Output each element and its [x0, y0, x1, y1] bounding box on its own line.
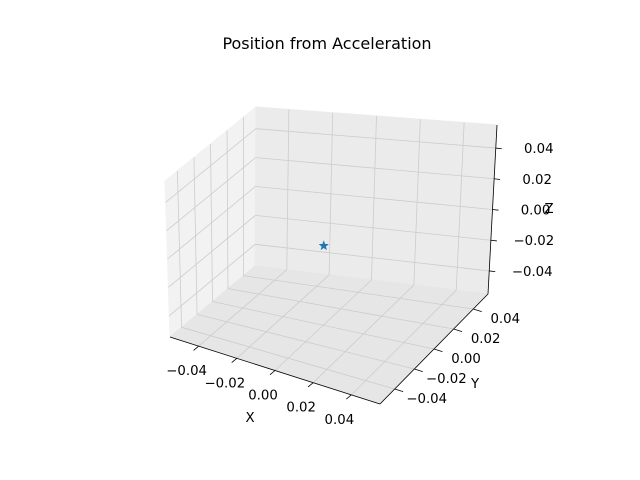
x-tick-mark	[307, 382, 314, 388]
z-tick-mark	[490, 239, 497, 242]
z-grid-line-left	[168, 215, 256, 288]
data-points	[318, 240, 329, 251]
x-tick-mark	[231, 358, 238, 363]
x-tick-label: 0.02	[286, 401, 316, 416]
x-tick-label: −0.04	[166, 364, 207, 379]
x-tick-label: 0.00	[248, 389, 278, 404]
x-tick-mark	[193, 345, 199, 351]
y-tick-label: 0.00	[451, 352, 481, 367]
z-grid-line-back	[255, 157, 495, 180]
z-tick-label: 0.04	[524, 142, 554, 157]
x-tick-label: −0.02	[204, 376, 245, 391]
z-grid-line-left	[166, 157, 256, 231]
y-tick-label: 0.02	[471, 332, 501, 347]
y-grid-line-floor	[212, 301, 435, 350]
y-grid-line-floor	[196, 314, 415, 370]
y-axis-label: Y	[470, 377, 480, 392]
z-tick-mark	[489, 270, 496, 273]
y-grid-line-floor	[227, 288, 454, 330]
y-tick-label: 0.04	[490, 312, 520, 327]
x-tick-mark	[269, 370, 276, 376]
z-grid-line-left	[167, 186, 256, 260]
z-axis-label: Z	[544, 202, 553, 217]
z-tick-labels: −0.04 −0.02 0.00 0.02 0.04	[512, 142, 554, 280]
z-grid-line-back	[255, 186, 493, 210]
z-tick-label: 0.00	[521, 204, 551, 219]
z-tick-mark	[494, 178, 501, 180]
chart-title: Position from Acceleration	[222, 34, 431, 53]
z-tick-label: 0.02	[522, 173, 552, 188]
z-grid-line-left	[169, 244, 256, 317]
y-tick-mark	[433, 348, 443, 353]
y-grid-line-floor	[243, 275, 474, 310]
z-tick-mark	[495, 147, 502, 150]
y-tick-labels: −0.04 −0.02 0.00 0.02 0.04	[406, 312, 520, 407]
data-point-star	[318, 240, 329, 251]
x-tick-labels: −0.04−0.020.00 0.02 0.04	[166, 364, 354, 428]
grid-lines	[165, 109, 496, 396]
tick-marks	[193, 147, 502, 400]
y-tick-mark	[453, 328, 463, 333]
z-grid-line-back	[255, 215, 491, 241]
z-tick-mark	[492, 209, 499, 211]
x-tick-label: 0.04	[325, 413, 355, 428]
z-grid-line-back	[255, 128, 496, 149]
y-tick-mark	[473, 308, 482, 313]
y-tick-label: −0.04	[406, 392, 447, 407]
y-tick-mark	[394, 388, 404, 393]
z-tick-label: −0.02	[513, 234, 554, 249]
z-tick-label: −0.04	[512, 265, 553, 280]
x-axis-label: X	[245, 411, 254, 426]
y-grid-line-floor	[181, 326, 395, 390]
z-grid-line-back	[255, 243, 490, 272]
y-tick-label: −0.02	[426, 372, 467, 387]
y-tick-mark	[414, 368, 423, 373]
x-tick-mark	[346, 394, 352, 400]
z-grid-line-left	[165, 128, 257, 203]
